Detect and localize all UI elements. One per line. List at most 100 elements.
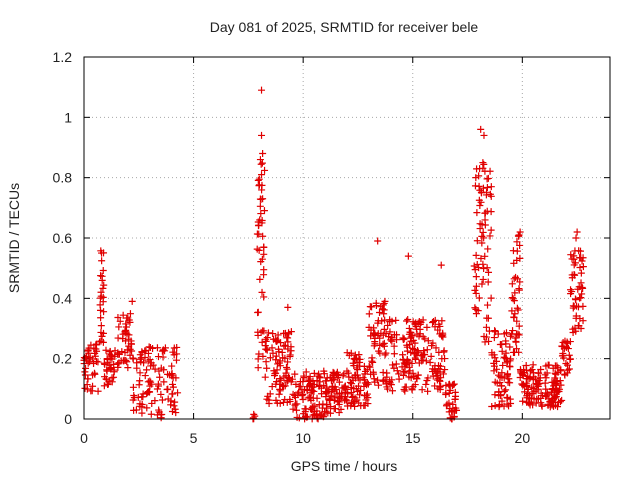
data-point bbox=[316, 373, 324, 381]
data-point bbox=[255, 175, 263, 183]
data-point bbox=[100, 359, 108, 367]
data-point bbox=[168, 390, 176, 398]
x-tick-label: 10 bbox=[295, 430, 311, 446]
data-point bbox=[380, 325, 388, 333]
data-point bbox=[257, 210, 265, 218]
data-point bbox=[409, 369, 417, 377]
data-point bbox=[424, 387, 432, 395]
data-point bbox=[479, 275, 487, 283]
data-point bbox=[506, 343, 514, 351]
data-point bbox=[370, 342, 378, 350]
data-point bbox=[271, 372, 279, 380]
data-point bbox=[522, 361, 530, 369]
data-point bbox=[282, 363, 290, 371]
data-point bbox=[292, 380, 300, 388]
data-point bbox=[330, 405, 338, 413]
x-axis-label: GPS time / hours bbox=[291, 458, 398, 474]
data-point bbox=[372, 299, 380, 307]
data-point bbox=[273, 337, 281, 345]
data-point bbox=[254, 176, 262, 184]
data-point bbox=[258, 288, 266, 296]
data-point bbox=[145, 343, 153, 351]
data-point bbox=[321, 408, 329, 416]
data-point bbox=[89, 382, 97, 390]
data-point bbox=[390, 342, 398, 350]
data-point bbox=[143, 366, 151, 374]
data-point bbox=[490, 351, 498, 359]
data-point bbox=[261, 342, 269, 350]
data-point bbox=[438, 355, 446, 363]
data-point bbox=[479, 260, 487, 268]
data-point bbox=[369, 358, 377, 366]
data-point bbox=[99, 284, 107, 292]
data-point bbox=[256, 202, 264, 210]
data-point bbox=[311, 402, 319, 410]
data-point bbox=[427, 352, 435, 360]
data-point bbox=[557, 366, 565, 374]
data-point bbox=[348, 393, 356, 401]
data-point bbox=[576, 254, 584, 262]
data-point bbox=[570, 252, 578, 260]
data-point bbox=[114, 334, 122, 342]
data-point bbox=[256, 156, 264, 164]
data-point bbox=[507, 400, 515, 408]
data-point bbox=[412, 322, 420, 330]
data-point bbox=[484, 301, 492, 309]
data-point bbox=[403, 361, 411, 369]
data-point bbox=[257, 160, 265, 168]
data-point bbox=[335, 389, 343, 397]
data-point bbox=[374, 237, 382, 245]
data-point bbox=[110, 366, 118, 374]
data-point bbox=[122, 323, 130, 331]
data-point bbox=[480, 234, 488, 242]
data-point bbox=[334, 374, 342, 382]
data-point bbox=[258, 159, 266, 167]
data-point bbox=[144, 357, 152, 365]
x-tick-label: 20 bbox=[515, 430, 531, 446]
data-point bbox=[158, 347, 166, 355]
data-point bbox=[130, 392, 138, 400]
data-point bbox=[107, 353, 115, 361]
data-point bbox=[356, 376, 364, 384]
data-point bbox=[498, 369, 506, 377]
data-point bbox=[431, 323, 439, 331]
data-point bbox=[542, 385, 550, 393]
data-point bbox=[318, 404, 326, 412]
data-point bbox=[91, 352, 99, 360]
data-point bbox=[535, 377, 543, 385]
data-point bbox=[250, 410, 258, 418]
data-point bbox=[114, 350, 122, 358]
data-point bbox=[101, 373, 109, 381]
data-point bbox=[272, 396, 280, 404]
data-point bbox=[502, 329, 510, 337]
data-point bbox=[528, 383, 536, 391]
data-point bbox=[471, 266, 479, 274]
data-point bbox=[138, 400, 146, 408]
data-point bbox=[99, 266, 107, 274]
data-point bbox=[257, 258, 265, 266]
data-point bbox=[450, 380, 458, 388]
data-point bbox=[84, 346, 92, 354]
data-point bbox=[409, 336, 417, 344]
data-point bbox=[361, 367, 369, 375]
data-point bbox=[92, 341, 100, 349]
data-point bbox=[303, 387, 311, 395]
data-point bbox=[143, 404, 151, 412]
data-point bbox=[124, 314, 132, 322]
data-point bbox=[147, 362, 155, 370]
data-point bbox=[415, 359, 423, 367]
data-point bbox=[380, 299, 388, 307]
data-point bbox=[104, 381, 112, 389]
data-point bbox=[475, 294, 483, 302]
data-point bbox=[107, 365, 115, 373]
data-point bbox=[478, 232, 486, 240]
data-point bbox=[393, 336, 401, 344]
data-point bbox=[473, 209, 481, 217]
data-point bbox=[445, 381, 453, 389]
data-point bbox=[258, 171, 266, 179]
data-point bbox=[357, 402, 365, 410]
data-point bbox=[335, 400, 343, 408]
data-point bbox=[296, 382, 304, 390]
data-point bbox=[497, 391, 505, 399]
